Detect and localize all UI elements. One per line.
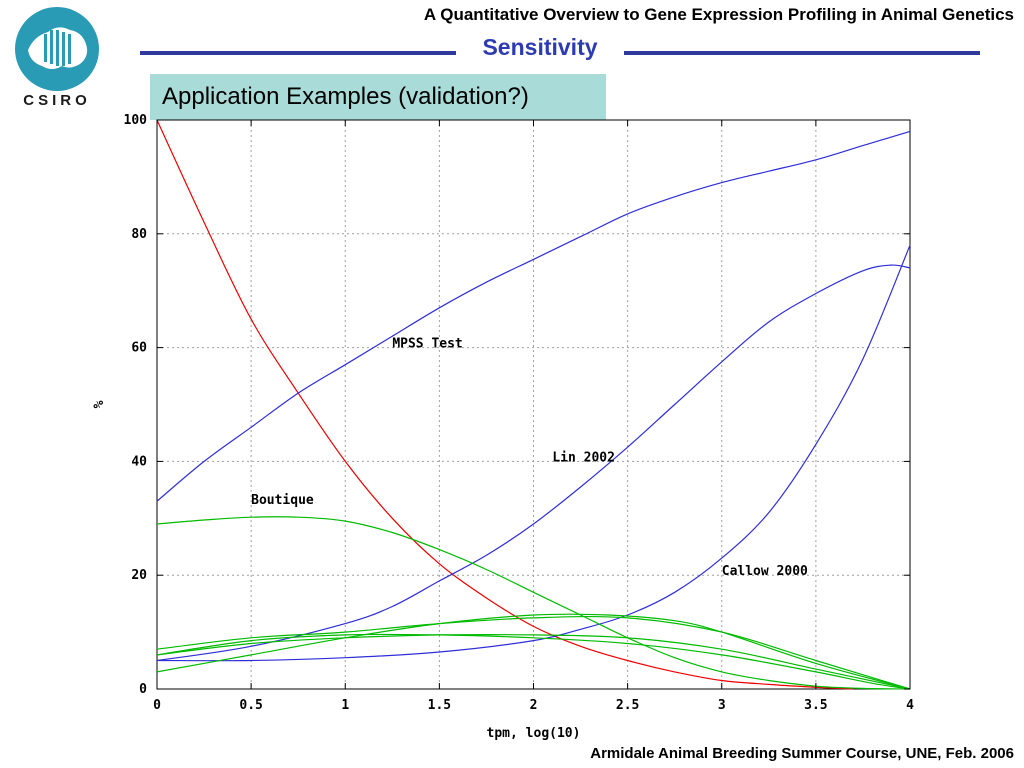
y-tick-label: 60 <box>131 341 147 356</box>
x-tick-label: 2.5 <box>616 698 639 713</box>
series-line-5 <box>156 516 911 690</box>
x-tick-labels: 0 0.5 1 1.5 2 2.5 3 3.5 4 <box>153 120 914 713</box>
x-tick-label: 4 <box>906 698 914 713</box>
series-line-4 <box>156 244 911 662</box>
series-layer <box>156 119 911 690</box>
annotation-label: Boutique <box>251 493 314 508</box>
annotation-label: Lin 2002 <box>552 450 615 465</box>
x-tick-label: 1.5 <box>428 698 451 713</box>
annotation-label: MPSS Test <box>392 337 462 352</box>
divider-right <box>624 51 980 55</box>
course-title: A Quantitative Overview to Gene Expressi… <box>423 5 1014 24</box>
subtitle: Application Examples (validation?) <box>162 83 529 110</box>
divider-left <box>140 51 456 55</box>
y-axis-label: % <box>92 400 107 408</box>
x-tick-label: 3 <box>718 698 726 713</box>
csiro-emblem-icon <box>15 7 99 91</box>
x-tick-label: 2 <box>530 698 538 713</box>
series-line-8 <box>156 613 911 690</box>
series-line-7 <box>156 633 911 690</box>
subtitle-banner: Application Examples (validation?) <box>150 74 606 120</box>
series-line-3 <box>156 264 911 662</box>
footer-text: Armidale Animal Breeding Summer Course, … <box>590 745 1014 762</box>
y-tick-label: 80 <box>131 227 147 242</box>
y-tick-label: 20 <box>131 568 147 583</box>
x-tick-label: 3.5 <box>804 698 827 713</box>
y-tick-label: 40 <box>131 454 147 469</box>
y-tick-labels: 0 20 40 60 80 100 <box>124 113 910 697</box>
x-tick-label: 0.5 <box>239 698 262 713</box>
section-header: Sensitivity <box>140 34 980 68</box>
series-line-1 <box>156 119 854 690</box>
csiro-logo: CSIRO <box>14 6 100 110</box>
y-tick-label: 100 <box>124 113 148 128</box>
series-line-2 <box>156 130 911 502</box>
series-line-6 <box>156 615 911 690</box>
annotation-label: Callow 2000 <box>722 564 808 579</box>
csiro-logo-text: CSIRO <box>23 92 91 109</box>
annotations: MPSS Test Lin 2002 Boutique Callow 2000 <box>251 337 808 580</box>
y-tick-label: 0 <box>139 682 147 697</box>
x-tick-label: 0 <box>153 698 161 713</box>
series-line-9 <box>156 634 911 690</box>
x-tick-label: 1 <box>341 698 349 713</box>
x-axis-label: tpm, log(10) <box>487 726 581 741</box>
chart-grid <box>157 120 910 689</box>
section-title: Sensitivity <box>482 34 598 60</box>
